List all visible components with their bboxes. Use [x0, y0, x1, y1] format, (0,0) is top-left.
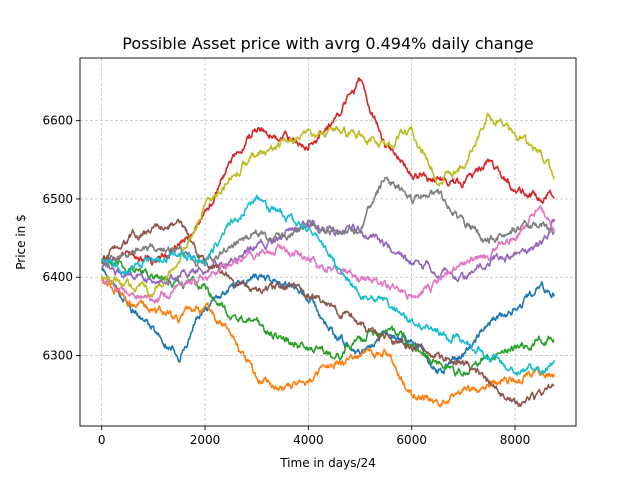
x-axis-label: Time in days/24 — [279, 456, 376, 470]
series-group — [100, 77, 556, 408]
y-tick-label: 6500 — [42, 192, 73, 206]
series-line-1 — [101, 267, 556, 375]
series-line-6 — [100, 218, 555, 408]
series-line-7 — [101, 205, 556, 304]
x-tick-label: 4000 — [293, 433, 324, 447]
y-axis-label: Price in $ — [14, 214, 28, 269]
x-tick-label: 6000 — [396, 433, 427, 447]
x-tick-label: 8000 — [500, 433, 531, 447]
grid — [80, 58, 576, 426]
y-tick-label: 6400 — [42, 270, 73, 284]
x-tick-label: 2000 — [190, 433, 221, 447]
chart-title: Possible Asset price with avrg 0.494% da… — [122, 34, 533, 53]
series-line-2 — [100, 277, 556, 408]
plot-frame — [79, 57, 577, 427]
series-line-5 — [100, 218, 556, 286]
y-tick-label: 6300 — [42, 349, 73, 363]
ticks: 0 2000 4000 6000 8000 6300 6400 6500 6600 — [42, 114, 530, 447]
series-line-10 — [100, 194, 556, 376]
y-tick-label: 6600 — [42, 114, 73, 128]
series-line-9 — [100, 112, 556, 298]
series-line-8 — [101, 176, 555, 268]
x-tick-label: 0 — [98, 433, 106, 447]
